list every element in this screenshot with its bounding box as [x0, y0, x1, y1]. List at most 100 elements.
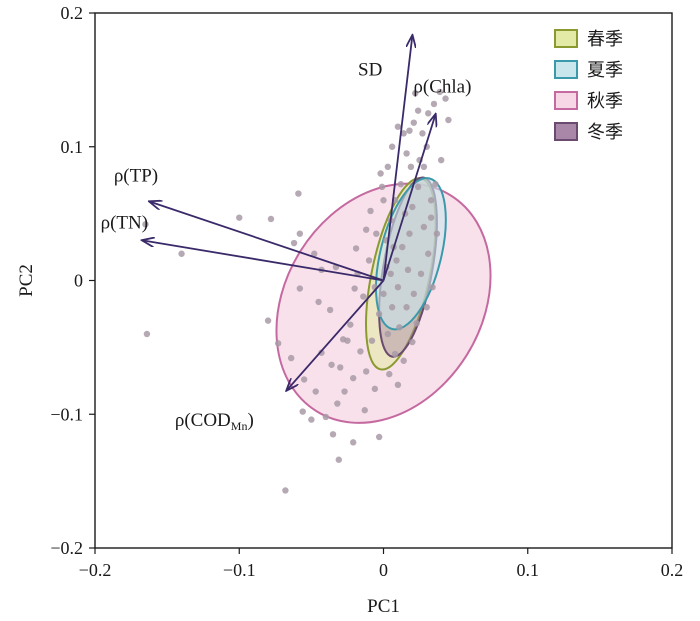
- data-point: [388, 143, 396, 150]
- data-point: [409, 338, 416, 346]
- data-point: [394, 283, 402, 291]
- data-point: [384, 330, 392, 338]
- data-point: [347, 321, 354, 328]
- data-point: [329, 431, 337, 438]
- data-point: [425, 110, 432, 117]
- data-point: [361, 407, 368, 414]
- y-axis-title: PC2: [16, 264, 37, 297]
- legend-label: 春季: [587, 29, 623, 50]
- x-tick-label: 0.2: [661, 560, 684, 580]
- data-point: [403, 150, 410, 157]
- data-point: [315, 298, 322, 306]
- data-point: [429, 283, 436, 291]
- data-point: [436, 88, 443, 96]
- data-point: [423, 304, 430, 311]
- data-point: [344, 337, 351, 344]
- loading-label-suffix: ): [247, 410, 253, 431]
- data-point: [312, 388, 319, 395]
- data-point: [433, 230, 441, 237]
- data-point: [352, 245, 360, 252]
- x-tick-label: 0.1: [517, 560, 540, 580]
- data-point: [400, 130, 407, 137]
- data-point: [362, 368, 370, 375]
- data-point: [267, 215, 275, 223]
- axes: −0.2−0.2 −0.1 −0.1 0 0 0.1 0.1 0.2 0.2: [50, 3, 683, 580]
- data-point: [274, 340, 282, 347]
- legend-swatch: [554, 29, 578, 48]
- loading-arrow: [143, 240, 384, 282]
- data-point: [351, 285, 358, 292]
- data-point: [425, 250, 432, 257]
- data-point: [142, 221, 149, 228]
- data-point: [322, 413, 329, 421]
- data-point: [412, 90, 419, 97]
- data-point: [367, 207, 374, 215]
- data-point: [386, 370, 393, 378]
- data-point: [335, 456, 342, 463]
- y-tick-label: 0.2: [61, 3, 84, 23]
- x-tick-label: −0.2: [79, 560, 112, 580]
- loading-label: ρ(Chla): [413, 77, 471, 98]
- y-tick-label: −0.2: [50, 538, 83, 558]
- data-point: [397, 181, 405, 188]
- loading-label: ρ(TN): [101, 212, 148, 233]
- x-axis-title: PC1: [367, 596, 400, 617]
- data-point: [387, 270, 394, 278]
- data-point: [384, 163, 392, 171]
- loading-arrow: [150, 202, 384, 282]
- data-point: [295, 190, 302, 197]
- data-point: [445, 116, 452, 124]
- data-point: [427, 214, 435, 221]
- data-point: [290, 239, 298, 247]
- data-point: [334, 400, 341, 407]
- y-tick-label: 0: [74, 271, 83, 291]
- y-tick-label: −0.1: [50, 404, 83, 424]
- y-tick-label: 0.1: [61, 137, 84, 157]
- data-point: [300, 376, 308, 383]
- data-point: [417, 270, 425, 278]
- loading-arrow: [287, 279, 385, 391]
- data-point: [399, 243, 406, 251]
- loading-label-subscript: Mn: [231, 419, 248, 433]
- loading-arrow: [382, 115, 436, 281]
- data-point: [427, 197, 435, 204]
- data-point: [407, 163, 415, 171]
- data-point: [350, 374, 357, 382]
- data-point: [391, 350, 399, 358]
- data-point: [341, 388, 348, 395]
- x-tick-label: 0: [379, 560, 388, 580]
- data-point: [371, 385, 379, 393]
- data-point: [264, 317, 272, 324]
- data-point: [368, 337, 376, 344]
- data-point: [380, 197, 387, 204]
- data-point: [414, 183, 422, 191]
- data-point: [409, 203, 416, 211]
- data-point: [442, 95, 449, 102]
- data-point: [311, 250, 318, 257]
- loading-label: ρ(TP): [114, 166, 158, 187]
- data-point: [393, 257, 400, 264]
- data-point: [375, 433, 383, 441]
- data-point: [337, 364, 344, 371]
- loading-label: SD: [358, 60, 382, 81]
- data-point: [178, 250, 185, 257]
- loading-arrow: [382, 36, 413, 281]
- data-point: [350, 439, 357, 446]
- x-tick-label: −0.1: [223, 560, 256, 580]
- data-point: [287, 354, 295, 362]
- legend-swatch: [554, 91, 578, 110]
- data-point: [318, 349, 325, 356]
- data-point: [430, 100, 438, 108]
- data-point: [438, 156, 445, 164]
- data-point: [328, 361, 335, 368]
- data-point: [365, 257, 373, 264]
- data-point: [143, 330, 151, 338]
- data-point: [236, 214, 243, 221]
- data-point: [308, 416, 315, 423]
- data-point: [377, 170, 384, 177]
- data-point: [406, 127, 413, 134]
- data-point: [420, 223, 428, 231]
- loading-label: ρ(CODMn): [175, 410, 254, 433]
